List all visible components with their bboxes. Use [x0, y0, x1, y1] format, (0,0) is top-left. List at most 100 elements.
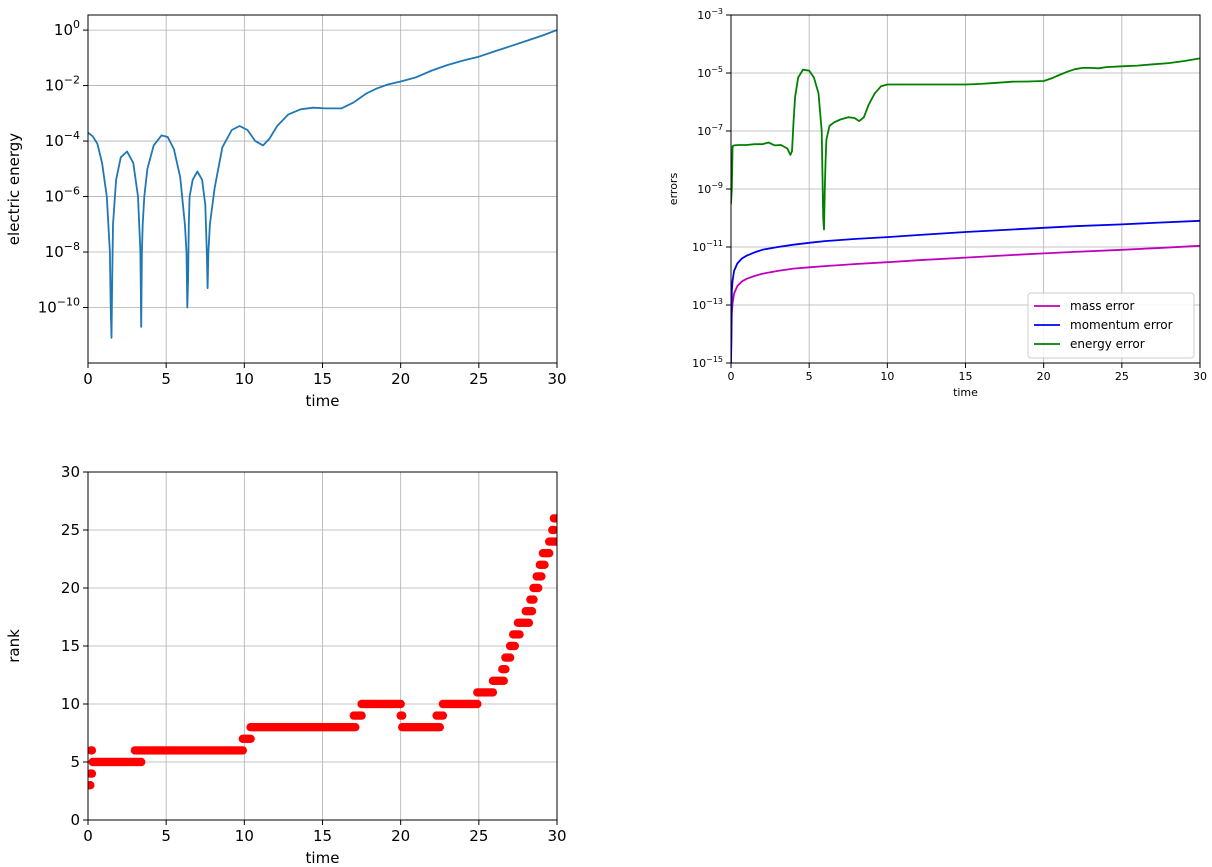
- x-tick-label: 25: [469, 827, 488, 845]
- rank-point: [488, 688, 498, 697]
- y-tick-label: 25: [61, 521, 80, 539]
- rank-point: [398, 711, 407, 720]
- rank-point: [537, 572, 546, 581]
- y-tick-exponent: −7: [711, 123, 723, 132]
- y-tick-exponent: −10: [57, 296, 80, 309]
- y-tick-label: 10−10: [38, 296, 80, 317]
- series-line: [88, 29, 557, 339]
- rank-point: [549, 525, 557, 535]
- x-tick-label: 25: [1115, 370, 1129, 383]
- rank-point: [351, 723, 360, 732]
- y-tick-exponent: −2: [64, 74, 80, 87]
- x-tick-label: 10: [235, 827, 254, 845]
- x-tick-label: 15: [313, 370, 332, 388]
- y-tick-exponent: −15: [706, 355, 723, 364]
- legend-label: energy error: [1070, 337, 1145, 351]
- y-tick-exponent: 0: [73, 18, 80, 31]
- y-tick-exponent: −8: [64, 240, 80, 253]
- x-tick-label: 20: [391, 370, 410, 388]
- y-tick-label: 10−9: [697, 181, 723, 196]
- y-tick-base: 10: [45, 243, 64, 261]
- rank-point: [510, 641, 519, 651]
- rank-point: [529, 595, 538, 604]
- y-tick-label: 10: [61, 695, 80, 713]
- x-tick-label: 15: [313, 827, 332, 845]
- x-axis-label: time: [953, 386, 978, 399]
- y-tick-base: 10: [697, 125, 711, 138]
- y-tick-label: 20: [61, 579, 80, 597]
- rank-point: [438, 711, 448, 720]
- plot-area: [88, 514, 557, 790]
- x-tick-label: 5: [161, 827, 171, 845]
- y-tick-exponent: −13: [706, 297, 723, 306]
- rank-point: [524, 618, 534, 627]
- rank-point: [435, 723, 444, 732]
- rank-point: [238, 746, 247, 755]
- y-tick-label: 0: [70, 811, 80, 829]
- y-tick-label: 10−2: [45, 74, 80, 95]
- y-tick-base: 10: [697, 67, 711, 80]
- rank-point: [505, 653, 515, 662]
- rank-point: [246, 734, 255, 743]
- x-axis-label: time: [306, 392, 340, 410]
- x-tick-label: 25: [469, 370, 488, 388]
- x-tick-label: 0: [83, 827, 93, 845]
- y-tick-label: 10−15: [692, 355, 723, 370]
- x-tick-label: 20: [1037, 370, 1051, 383]
- y-tick-base: 10: [697, 9, 711, 22]
- y-tick-base: 10: [38, 299, 57, 317]
- x-tick-label: 30: [1193, 370, 1207, 383]
- axes-frame: [730, 14, 1201, 364]
- rank-point: [357, 711, 366, 720]
- y-tick-exponent: −5: [711, 65, 723, 74]
- y-axis-label: errors: [667, 173, 680, 206]
- x-tick-label: 15: [959, 370, 973, 383]
- y-tick-base: 10: [45, 132, 64, 150]
- series-line-mass-error: [731, 244, 1200, 363]
- rank-chart: 0 5 10 15 20 25 30 0 5 10 15 20 25 30 time rank: [5, 463, 567, 867]
- x-tick-label: 0: [728, 370, 735, 383]
- electric-energy-chart: 0 5 10 15 20 25 3010010−210−410−610−810−10time…: [5, 14, 567, 410]
- y-tick-label: 10−11: [692, 239, 723, 254]
- rank-point: [545, 549, 554, 558]
- rank-point: [88, 781, 95, 790]
- x-tick-label: 10: [880, 370, 894, 383]
- rank-point: [501, 665, 510, 674]
- y-tick-label: 10−6: [45, 185, 80, 206]
- plot-area: [88, 29, 557, 339]
- rank-point: [527, 607, 537, 616]
- rank-point: [473, 699, 482, 709]
- y-tick-label: 10−8: [45, 240, 80, 261]
- x-tick-label: 5: [806, 370, 813, 383]
- x-tick-label: 30: [547, 827, 566, 845]
- series-line-energy-error: [731, 57, 1200, 231]
- y-tick-base: 10: [697, 183, 711, 196]
- series-line-momentum-error: [731, 219, 1200, 363]
- x-tick-label: 5: [161, 370, 171, 388]
- rank-point: [88, 746, 97, 755]
- y-tick-exponent: −4: [64, 129, 80, 142]
- y-axis-label: rank: [5, 629, 23, 663]
- y-tick-base: 10: [692, 357, 706, 370]
- y-tick-base: 10: [45, 77, 64, 95]
- y-tick-exponent: −11: [706, 239, 723, 248]
- rank-point: [137, 757, 146, 767]
- x-tick-label: 30: [547, 370, 566, 388]
- y-axis-label: electric energy: [5, 133, 23, 245]
- rank-point: [552, 537, 557, 546]
- y-tick-base: 10: [692, 299, 706, 312]
- x-axis-label: time: [306, 849, 340, 867]
- y-tick-exponent: −9: [711, 181, 723, 190]
- y-tick-label: 5: [70, 753, 80, 771]
- rank-point: [88, 769, 97, 778]
- axes-frame: [87, 14, 558, 364]
- rank-point: [552, 514, 557, 523]
- rank-point: [515, 630, 524, 639]
- y-tick-label: 10−3: [697, 7, 723, 22]
- y-tick-label: 15: [61, 637, 80, 655]
- rank-point: [534, 583, 543, 593]
- y-tick-label: 10−13: [692, 297, 723, 312]
- y-tick-base: 10: [45, 188, 64, 206]
- plot-area: [731, 57, 1200, 363]
